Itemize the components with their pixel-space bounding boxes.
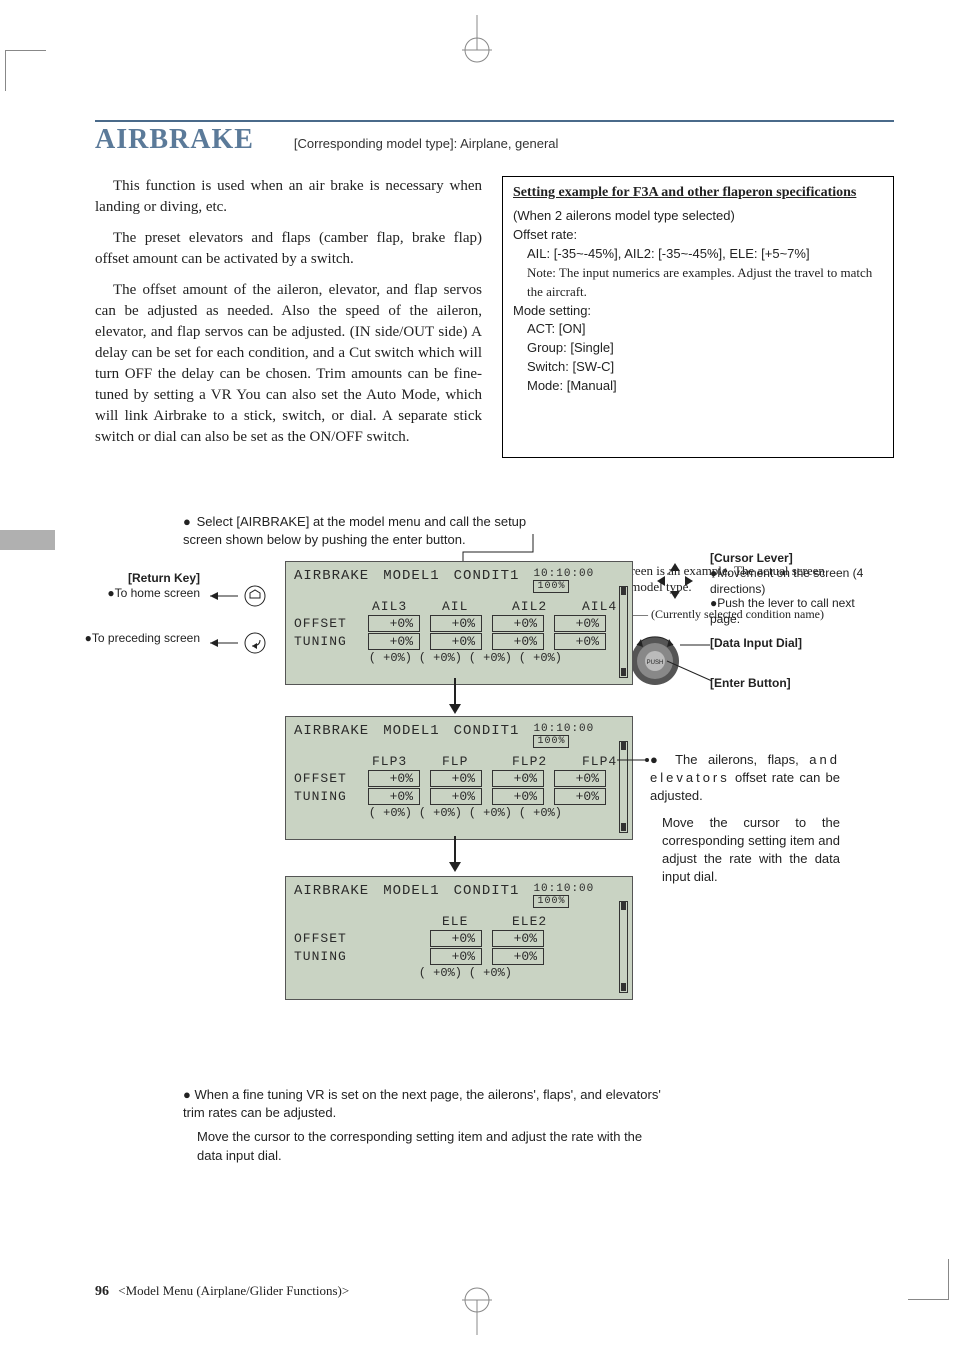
dial-pointer-line <box>680 641 710 649</box>
example-mode-label: Mode setting: <box>513 302 883 321</box>
cursor-lever-desc1: ●Movement on the screen (4 directions) <box>710 566 880 597</box>
page: AIRBRAKE [Corresponding model type]: Air… <box>0 0 954 1350</box>
right-paragraph-pointer <box>617 756 647 764</box>
example-offset-line: AIL: [-35~-45%], AIL2: [-35~-45%], ELE: … <box>513 245 883 264</box>
body-paragraph: The offset amount of the aileron, elevat… <box>95 280 482 448</box>
cursor-lever-desc1-text: Movement on the screen (4 directions) <box>710 566 863 596</box>
adjust-rate-paragraph: ● The ailerons, flaps, and elevators off… <box>650 751 840 894</box>
enter-pointer-line <box>667 661 712 691</box>
adjust-rate-p1: ● The ailerons, flaps, and elevators off… <box>650 751 840 806</box>
title-row: AIRBRAKE [Corresponding model type]: Air… <box>95 124 894 156</box>
crop-corner-br <box>908 1259 949 1300</box>
lcd-down-arrow <box>445 678 465 714</box>
to-home-text: To home screen <box>115 586 200 600</box>
page-footer: 96 <Model Menu (Airplane/Glider Function… <box>95 1283 349 1300</box>
body-paragraph: This function is used when an air brake … <box>95 176 482 218</box>
registration-mark-top <box>437 15 517 65</box>
push-label: PUSH <box>647 660 664 666</box>
example-when: (When 2 ailerons model type selected) <box>513 207 883 226</box>
page-subtitle: [Corresponding model type]: Airplane, ge… <box>294 136 559 151</box>
footer-section: <Model Menu (Airplane/Glider Functions)> <box>118 1283 349 1298</box>
example-mode-line: Mode: [Manual] <box>513 377 883 396</box>
condition-pointer <box>463 534 543 564</box>
adjust-rate-p2: Move the cursor to the corresponding set… <box>650 814 840 887</box>
page-title: AIRBRAKE <box>95 124 254 156</box>
cursor-lever-desc2-text: Push the lever to call next page. <box>710 596 855 626</box>
enter-button-label: [Enter Button] <box>710 676 791 692</box>
example-note: Note: The input numerics are examples. A… <box>513 264 883 302</box>
bullet-icon: ● <box>183 513 193 531</box>
header-rule <box>95 120 894 122</box>
return-key-label: [Return Key] <box>90 571 200 587</box>
body-text-column: This function is used when an air brake … <box>95 176 482 458</box>
cursor-lever-desc2: ●Push the lever to call next page. <box>710 596 880 627</box>
page-tab <box>0 530 55 550</box>
example-mode-line: Group: [Single] <box>513 339 883 358</box>
diagram-area: [Return Key] ●To home screen ●To precedi… <box>95 556 894 1076</box>
body-paragraph: The preset elevators and flaps (camber f… <box>95 228 482 270</box>
lcd-screen-ele: AIRBRAKEMODEL1CONDIT110:10:00100%ELEELE2… <box>285 876 633 1000</box>
data-input-dial-label: [Data Input Dial] <box>710 636 802 652</box>
content-area: AIRBRAKE [Corresponding model type]: Air… <box>95 120 894 1300</box>
page-number: 96 <box>95 1284 109 1299</box>
example-mode-line: Switch: [SW-C] <box>513 358 883 377</box>
lcd-screen-flp: AIRBRAKEMODEL1CONDIT110:10:00100%FLP3FLP… <box>285 716 633 840</box>
example-title: Setting example for F3A and other flaper… <box>513 183 883 203</box>
bottom-note-p2: Move the cursor to the corresponding set… <box>183 1128 663 1164</box>
bottom-note: ● When a fine tuning VR is set on the ne… <box>183 1086 663 1165</box>
to-preceding-label: ●To preceding screen <box>70 631 200 647</box>
lcd-screen-ail: AIRBRAKEMODEL1CONDIT110:10:00100%AIL3AIL… <box>285 561 633 685</box>
example-mode-line: ACT: [ON] <box>513 320 883 339</box>
lcd-down-arrow <box>445 836 465 872</box>
return-key-home-icon <box>210 584 270 608</box>
two-column-section: This function is used when an air brake … <box>95 176 894 458</box>
bottom-note-p1: ● When a fine tuning VR is set on the ne… <box>183 1086 663 1122</box>
cursor-lever-label: [Cursor Lever] <box>710 551 793 567</box>
return-key-back-icon <box>210 631 270 655</box>
to-preceding-text: To preceding screen <box>92 631 200 645</box>
crop-corner-tl <box>5 50 46 91</box>
bottom-note-p1-text: When a fine tuning VR is set on the next… <box>183 1087 661 1120</box>
to-home-label: ●To home screen <box>90 586 200 602</box>
example-offset-label: Offset rate: <box>513 226 883 245</box>
example-box: Setting example for F3A and other flaper… <box>502 176 894 458</box>
p1a: The ailerons, flaps, <box>675 752 799 767</box>
